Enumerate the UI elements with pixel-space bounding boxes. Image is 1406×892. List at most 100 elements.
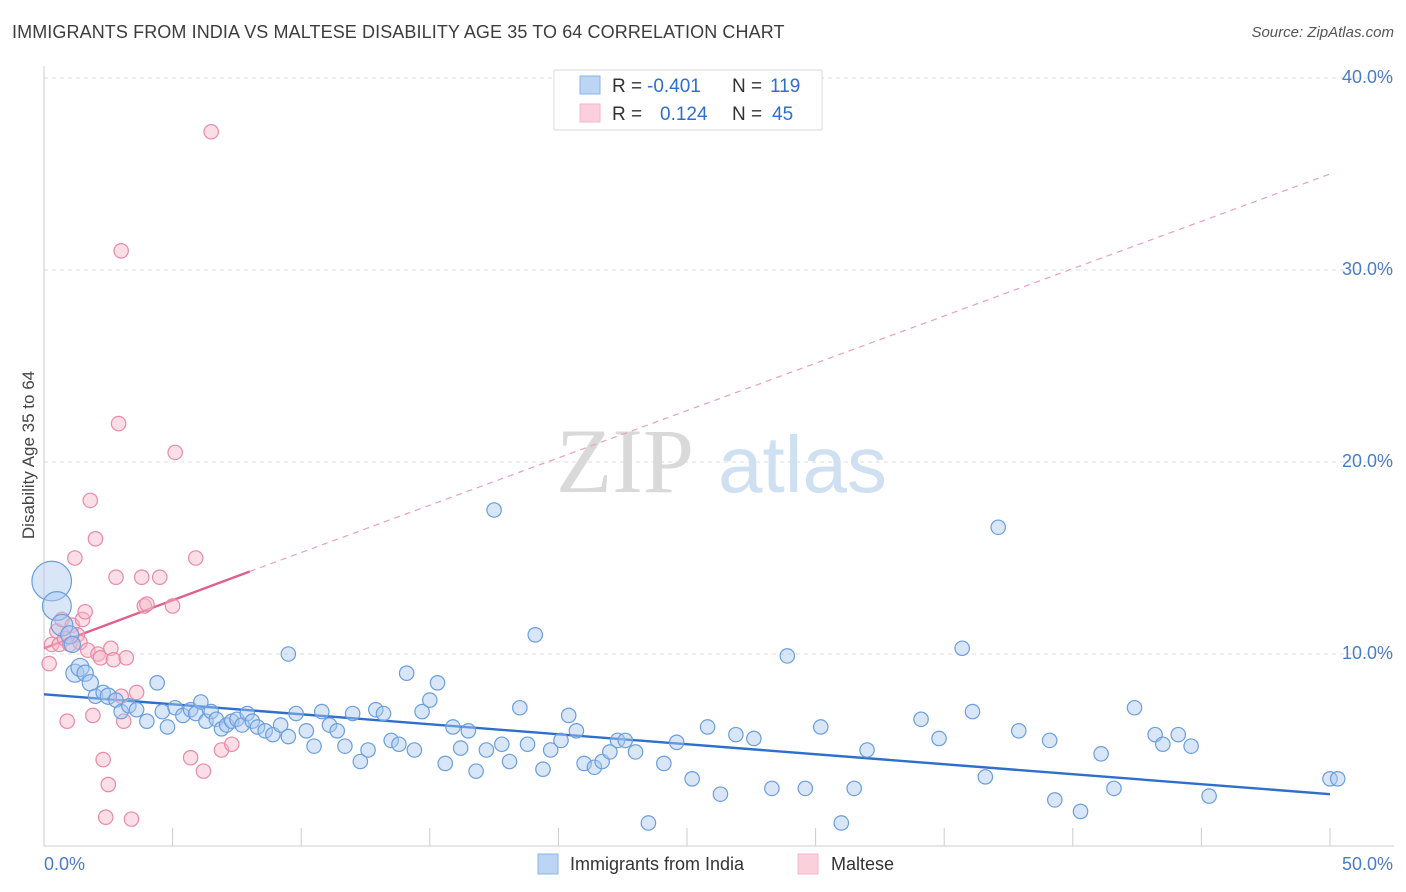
bottom-legend-label-india: Immigrants from India <box>570 854 745 874</box>
legend-n-label-india: N = <box>732 76 762 97</box>
india-point-91 <box>746 730 762 747</box>
bottom-legend-label-maltese: Maltese <box>831 854 894 874</box>
maltese-point-34 <box>139 596 155 612</box>
india-point-48 <box>344 705 361 722</box>
legend-swatch-maltese <box>579 103 601 123</box>
india-point-118 <box>1329 770 1346 787</box>
gridlines <box>44 77 1394 655</box>
india-point-65 <box>478 742 495 758</box>
tick-labels: 10.0% 20.0% 30.0% 40.0% 0.0% 50.0% <box>44 67 1393 874</box>
legend-n-value-maltese: 45 <box>772 104 793 125</box>
india-point-57 <box>414 703 430 720</box>
legend-n-value-india: 119 <box>770 76 800 97</box>
maltese-point-6 <box>59 713 75 729</box>
maltese-point-9 <box>67 550 83 566</box>
maltese-point-35 <box>151 569 168 585</box>
india-point-59 <box>429 674 446 691</box>
india-point-110 <box>1106 780 1122 797</box>
india-point-53 <box>383 732 400 749</box>
india-point-116 <box>1201 788 1217 804</box>
india-point-4 <box>63 635 81 654</box>
maltese-point-15 <box>82 492 99 509</box>
maltese-point-38 <box>182 749 199 766</box>
y-tick-label-1: 20.0% <box>1342 451 1393 471</box>
india-point-87 <box>684 770 700 787</box>
x-tick-label-min: 0.0% <box>44 854 85 874</box>
axes <box>43 66 1394 847</box>
india-point-52 <box>375 705 392 722</box>
india-point-0 <box>31 560 73 602</box>
india-point-105 <box>1010 722 1027 739</box>
maltese-point-31 <box>128 684 145 701</box>
trend-extension-1 <box>249 173 1331 573</box>
maltese-point-19 <box>92 650 109 666</box>
india-point-84 <box>640 815 657 831</box>
maltese-point-32 <box>133 569 150 585</box>
india-point-35 <box>249 719 266 735</box>
india-point-49 <box>352 753 369 770</box>
india-point-64 <box>468 763 484 779</box>
maltese-point-39 <box>187 550 204 566</box>
maltese-point-0 <box>41 655 57 672</box>
india-point-39 <box>280 728 297 745</box>
india-point-115 <box>1183 738 1199 754</box>
india-point-83 <box>627 744 644 760</box>
y-tick-label-2: 30.0% <box>1342 259 1393 279</box>
maltese-points <box>41 123 240 827</box>
india-point-18 <box>154 703 171 720</box>
india-point-76 <box>568 722 585 739</box>
maltese-point-21 <box>97 809 114 825</box>
india-point-92 <box>764 780 780 797</box>
india-point-86 <box>668 734 685 751</box>
series-legend: Immigrants from India Maltese <box>537 853 894 875</box>
maltese-point-40 <box>195 763 212 779</box>
india-point-96 <box>833 815 850 831</box>
maltese-point-41 <box>203 123 219 140</box>
india-point-45 <box>321 717 338 733</box>
maltese-point-23 <box>103 640 119 657</box>
india-point-78 <box>586 759 603 776</box>
india-point-51 <box>367 701 384 718</box>
watermark-atlas: atlas <box>718 420 887 509</box>
y-tick-label-3: 40.0% <box>1342 67 1393 87</box>
india-point-1 <box>41 590 72 621</box>
india-point-66 <box>486 502 502 518</box>
bottom-legend-swatch-india <box>537 853 559 875</box>
correlation-legend: R = -0.401 N = 119 R = 0.124 N = 45 <box>553 69 823 131</box>
y-axis-label: Disability Age 35 to 64 <box>19 371 38 539</box>
india-point-67 <box>494 736 510 753</box>
india-point-36 <box>257 722 273 739</box>
india-point-111 <box>1126 699 1143 716</box>
india-point-46 <box>329 722 346 739</box>
india-point-95 <box>812 719 829 735</box>
india-point-60 <box>437 755 454 772</box>
india-point-55 <box>398 665 415 681</box>
watermark-zip: ZIP <box>556 410 694 512</box>
legend-swatch-india <box>579 75 601 95</box>
india-point-89 <box>712 786 729 802</box>
india-point-82 <box>617 732 634 749</box>
legend-r-value-maltese: 0.124 <box>660 104 708 125</box>
maltese-point-28 <box>115 713 132 729</box>
india-point-109 <box>1093 746 1109 762</box>
india-point-62 <box>452 740 469 756</box>
india-point-9 <box>87 688 104 705</box>
india-point-26 <box>203 703 219 720</box>
india-point-38 <box>272 717 289 733</box>
india-point-54 <box>391 736 407 753</box>
india-point-69 <box>512 699 528 716</box>
india-point-17 <box>149 674 165 691</box>
maltese-point-25 <box>108 569 124 585</box>
maltese-point-22 <box>100 776 117 793</box>
india-point-19 <box>159 719 176 735</box>
india-point-63 <box>460 722 477 739</box>
legend-r-value-india: -0.401 <box>647 76 701 97</box>
india-point-24 <box>193 694 209 710</box>
india-point-44 <box>313 703 330 720</box>
legend-r-label-maltese: R = <box>612 104 642 125</box>
source-label: Source: ZipAtlas.com <box>1251 24 1394 41</box>
india-point-93 <box>779 648 796 664</box>
india-point-74 <box>553 732 569 749</box>
india-point-42 <box>298 722 315 739</box>
india-point-14 <box>121 698 137 714</box>
